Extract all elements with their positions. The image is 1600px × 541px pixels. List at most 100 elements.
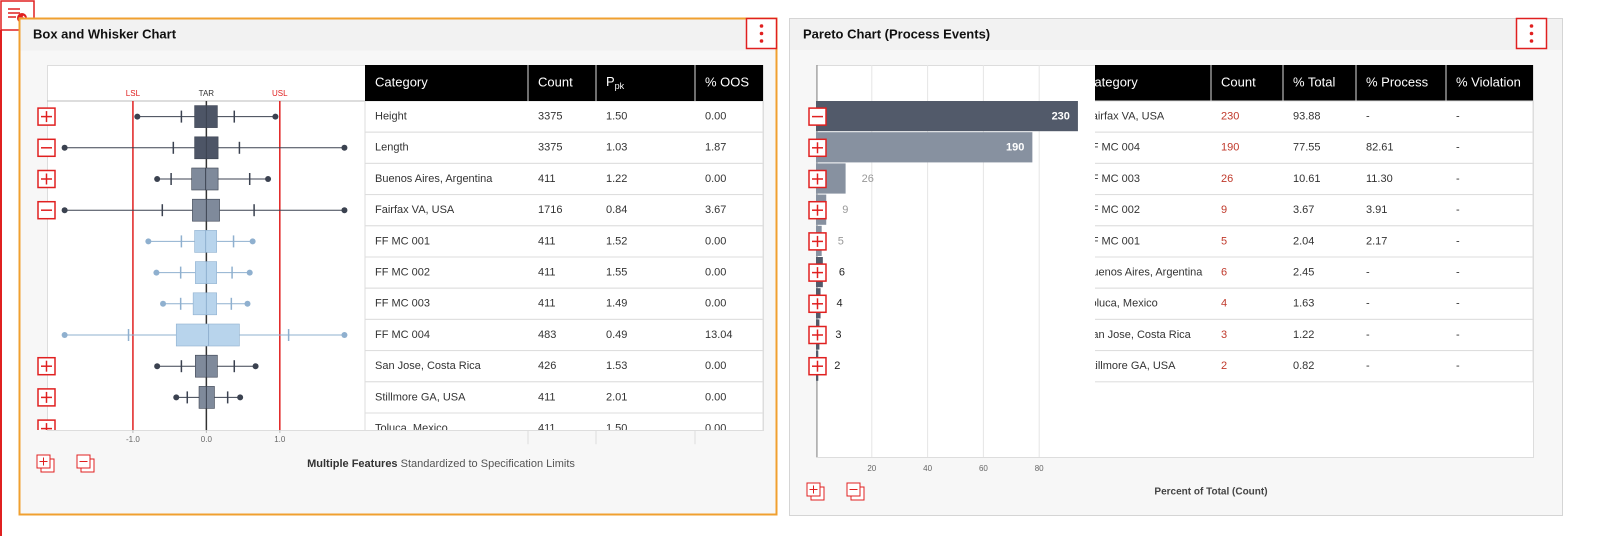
table-row — [364, 162, 764, 196]
table-cell: 5 — [1221, 235, 1227, 247]
whisker-end — [265, 176, 272, 182]
expand-button[interactable] — [37, 388, 56, 407]
expand-button[interactable] — [808, 263, 827, 282]
expand-button[interactable] — [808, 356, 827, 376]
collapse-button[interactable] — [37, 138, 56, 158]
reference-label: TAR — [199, 89, 215, 98]
table-row — [1095, 194, 1533, 227]
table-cell: 26 — [1221, 173, 1233, 185]
table-cell: 3.91 — [1366, 204, 1387, 216]
table-cell: - — [1456, 111, 1460, 123]
column-header: % Process — [1366, 74, 1429, 89]
table-cell: Fairfax VA, USA — [375, 204, 455, 216]
table-cell: Length — [375, 142, 409, 154]
table-cell: Buenos Aires, Argentina — [1085, 267, 1203, 279]
table-cell: Buenos Aires, Argentina — [375, 173, 493, 185]
whisker-end — [145, 238, 152, 245]
table-row — [1095, 350, 1533, 383]
expand-all-button[interactable] — [36, 454, 55, 473]
expand-button[interactable] — [37, 169, 56, 189]
table-cell: 1.63 — [1293, 298, 1314, 310]
collapse-button[interactable] — [37, 200, 56, 220]
collapse-all-button[interactable] — [846, 482, 865, 501]
x-tick-label: -1.0 — [126, 435, 140, 444]
table-cell: FF MC 001 — [375, 235, 430, 247]
table-cell: - — [1456, 360, 1460, 372]
table-cell: 411 — [538, 235, 556, 247]
kebab-button[interactable] — [745, 17, 778, 50]
table-cell: 411 — [538, 423, 556, 435]
whisker-end — [61, 207, 68, 214]
data-label: 190 — [1006, 142, 1024, 154]
expand-button[interactable] — [37, 107, 56, 126]
expand-button[interactable] — [808, 169, 827, 189]
panel-header — [20, 19, 776, 51]
table-cell: Fairfax VA, USA — [1085, 111, 1165, 123]
panel-header — [790, 19, 1562, 50]
expand-button[interactable] — [808, 200, 827, 220]
box-area — [61, 105, 348, 409]
table-cell: 3375 — [538, 111, 562, 123]
collapse-button[interactable] — [808, 107, 827, 126]
whisker-end — [237, 394, 244, 401]
table-cell: 483 — [538, 329, 556, 341]
whisker-end — [61, 332, 68, 338]
expand-button[interactable] — [37, 356, 56, 376]
table-cell: San Jose, Costa Rica — [375, 360, 482, 372]
table-cell: 93.88 — [1293, 111, 1321, 123]
table-cell: 0.00 — [705, 173, 726, 185]
x-axis-label: Percent of Total (Count) — [1154, 487, 1267, 498]
column-header: Ppk — [606, 74, 625, 91]
table-cell: Toluca, Mexico — [1085, 298, 1158, 310]
expand-button[interactable] — [808, 138, 827, 158]
x-tick-label: 1.0 — [274, 435, 286, 444]
table-row — [364, 101, 764, 133]
table-cell: 1.50 — [606, 111, 627, 123]
table-cell: 2.17 — [1366, 235, 1387, 247]
table-cell: - — [1456, 329, 1460, 341]
table-cell: 10.61 — [1293, 173, 1321, 185]
table-row — [1095, 162, 1533, 196]
kebab-button[interactable] — [1515, 17, 1548, 50]
whisker-end — [153, 269, 160, 276]
footer-text: Standardized to Specification Limits — [401, 458, 576, 470]
expand-button[interactable] — [808, 232, 827, 251]
collapse-all-button[interactable] — [76, 454, 95, 473]
reference-label: USL — [272, 89, 288, 98]
table-cell: 0.00 — [705, 360, 726, 372]
expand-button[interactable] — [808, 294, 827, 314]
table-cell: Height — [375, 111, 407, 123]
expand-button[interactable] — [37, 419, 56, 437]
table-cell: 4 — [1221, 298, 1227, 310]
table-row — [364, 412, 764, 430]
panel-title: Pareto Chart (Process Events) — [803, 26, 990, 41]
whisker-end — [154, 363, 161, 370]
table-cell: 411 — [538, 267, 556, 279]
table-cell: 1.22 — [606, 173, 627, 185]
table-row — [364, 287, 764, 320]
row-clip: Height 3375 1.50 0.00 Length 3375 1.03 1.87 Buen… — [364, 101, 764, 435]
table-cell: 1.50 — [606, 423, 627, 435]
table-cell: - — [1366, 111, 1370, 123]
table-cell: 0.49 — [606, 329, 627, 341]
table-cell: FF MC 003 — [1085, 173, 1140, 185]
table-cell: - — [1456, 267, 1460, 279]
whisker-end — [341, 332, 348, 338]
table-cell: 411 — [538, 298, 556, 310]
table-cell: - — [1366, 360, 1370, 372]
expand-button[interactable] — [808, 325, 827, 345]
data-table: Category Count % Total % Process % Violation… — [1085, 65, 1533, 383]
data-label: 6 — [839, 267, 845, 279]
table-cell: FF MC 002 — [1085, 204, 1140, 216]
expand-all-button[interactable] — [806, 482, 825, 501]
table-cell: 0.82 — [1293, 360, 1314, 372]
table-header — [365, 65, 763, 101]
x-tick-label: 60 — [979, 464, 988, 473]
table-cell: 6 — [1221, 267, 1227, 279]
table-row — [364, 194, 764, 227]
data-label: 9 — [842, 204, 848, 216]
whisker-end — [154, 176, 161, 182]
table-cell: 1716 — [538, 204, 562, 216]
x-tick-label: 0.0 — [201, 435, 213, 444]
